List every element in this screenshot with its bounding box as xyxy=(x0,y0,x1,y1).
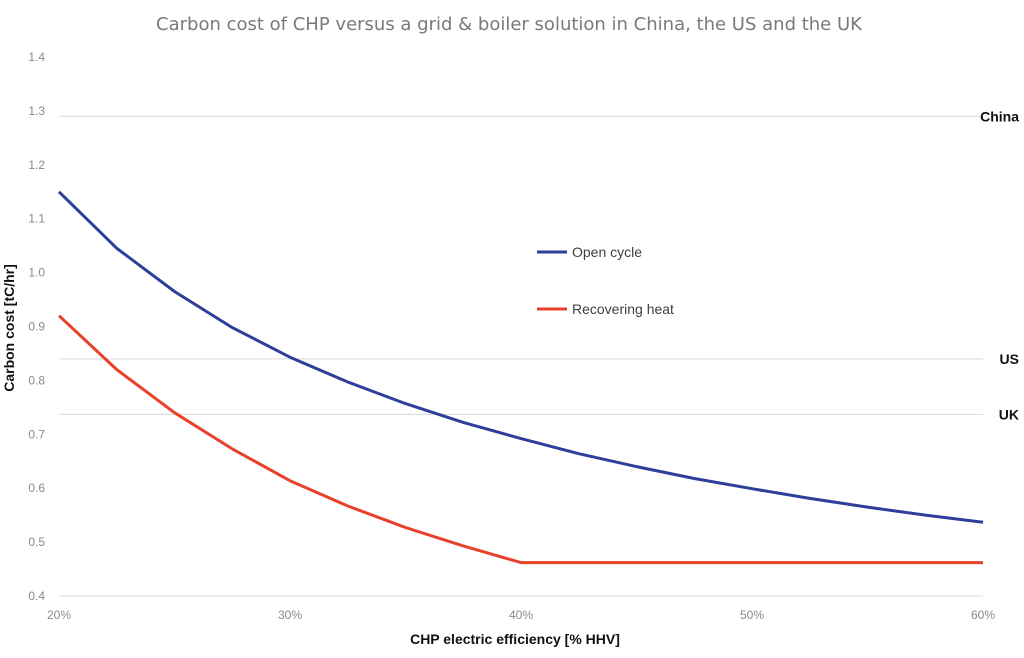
x-tick-label: 20% xyxy=(47,608,71,622)
series-line-recovering-heat xyxy=(57,314,983,565)
x-tick-label: 50% xyxy=(740,608,764,622)
y-tick-label: 1.1 xyxy=(28,212,45,226)
y-axis-ticks: 0.4 0.5 0.6 0.7 0.8 0.9 1.0 1.1 1.2 1.3 1.4 xyxy=(28,50,45,603)
x-tick-label: 40% xyxy=(509,608,533,622)
legend-label: Recovering heat xyxy=(572,301,674,317)
x-axis-ticks: 20% 30% 40% 50% 60% xyxy=(47,608,995,622)
legend: Open cycle Recovering heat xyxy=(537,244,674,317)
y-axis-label: Carbon cost [tC/hr] xyxy=(1,264,17,392)
chart-title: Carbon cost of CHP versus a grid & boile… xyxy=(156,14,863,35)
reference-label-uk: UK xyxy=(999,406,1019,422)
y-tick-label: 0.9 xyxy=(28,320,45,334)
y-tick-label: 0.8 xyxy=(28,373,45,387)
y-tick-label: 0.4 xyxy=(28,589,45,603)
y-tick-label: 1.4 xyxy=(28,50,45,64)
x-axis-label: CHP electric efficiency [% HHV] xyxy=(410,631,620,647)
series-line-open-cycle xyxy=(57,190,984,524)
legend-label: Open cycle xyxy=(572,244,642,260)
y-tick-label: 1.2 xyxy=(28,158,45,172)
y-tick-label: 0.5 xyxy=(28,535,45,549)
y-tick-label: 1.3 xyxy=(28,104,45,118)
series-group xyxy=(57,190,984,565)
x-tick-label: 60% xyxy=(971,608,995,622)
x-tick-label: 30% xyxy=(278,608,302,622)
reference-label-us: US xyxy=(1000,351,1019,367)
reference-label-china: China xyxy=(980,108,1019,124)
reference-lines: China US UK xyxy=(59,108,1019,422)
y-tick-label: 0.6 xyxy=(28,481,45,495)
y-tick-label: 1.0 xyxy=(28,266,45,280)
y-tick-label: 0.7 xyxy=(28,427,45,441)
